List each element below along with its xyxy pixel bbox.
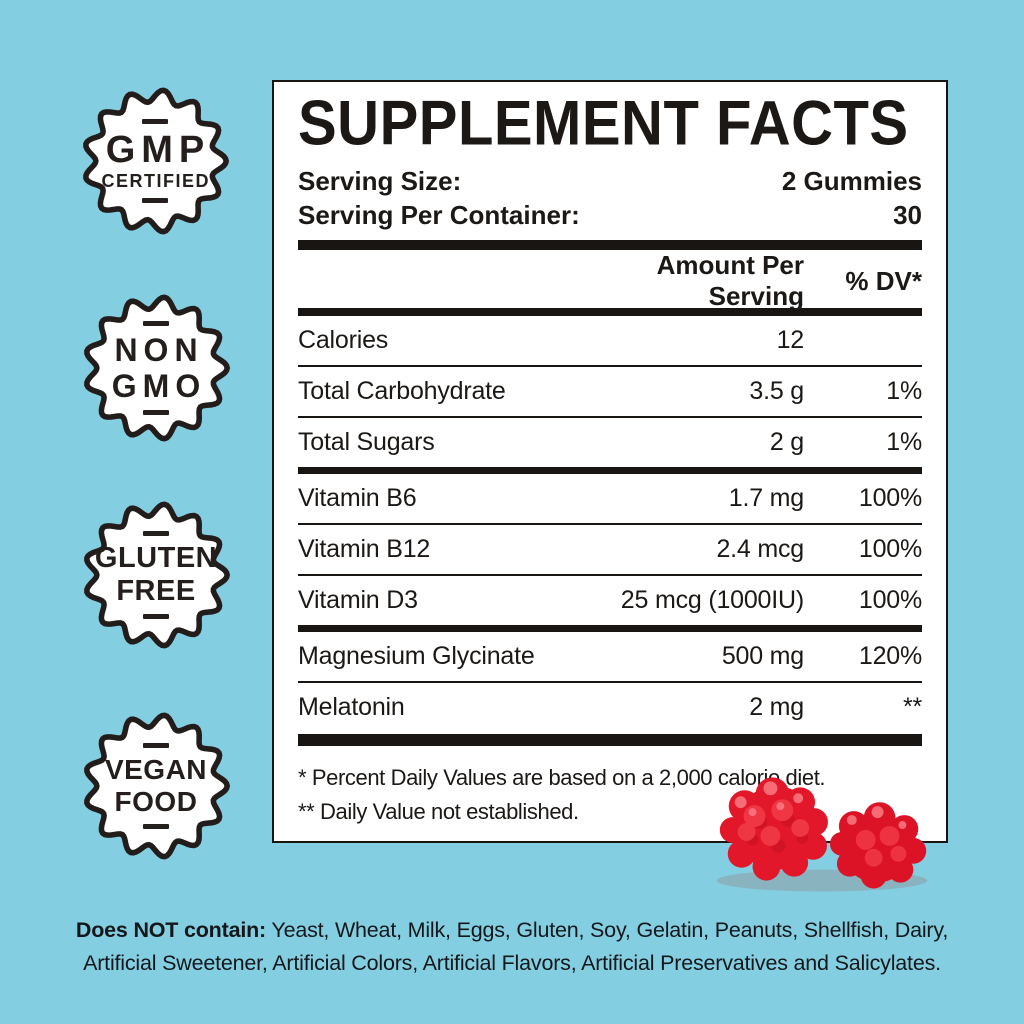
footnote-daily-values: * Percent Daily Values are based on a 2,…: [298, 765, 826, 790]
badge-line1: GMP: [105, 129, 211, 171]
seal-badge-icon: [84, 501, 231, 649]
nutrient-amount: 1.7 mg: [728, 484, 804, 512]
nutrient-name: Melatonin: [298, 693, 405, 721]
nutrient-amount: 2.4 mcg: [716, 535, 804, 563]
nutrient-amount: 500 mg: [721, 642, 804, 670]
nutrient-row: Magnesium Glycinate 500 mg 120%: [298, 632, 922, 683]
nutrient-dv: 1%: [886, 428, 922, 456]
percent-dv-header: % DV*: [845, 265, 922, 296]
dash-icon: [143, 614, 169, 619]
nutrient-row: Calories 12: [298, 316, 922, 367]
badge-line2: FREE: [116, 575, 196, 607]
serving-info: Serving Size: 2 Gummies Serving Per Cont…: [298, 164, 922, 232]
nutrient-amount: 2 mg: [749, 693, 804, 721]
nutrient-amount: 25 mcg (1000IU): [620, 586, 804, 614]
nutrient-name: Total Sugars: [298, 428, 435, 456]
does-not-contain-note: Does NOT contain: Yeast, Wheat, Milk, Eg…: [52, 914, 972, 980]
nutrient-row: Total Sugars 2 g 1%: [298, 418, 922, 474]
badge-gluten-free: GLUTEN FREE: [79, 498, 233, 652]
serving-size-label: Serving Size:: [298, 166, 462, 196]
nutrient-name: Calories: [298, 326, 389, 354]
nutrient-name: Magnesium Glycinate: [298, 642, 535, 670]
nutrient-name: Total Carbohydrate: [298, 377, 506, 405]
nutrient-dv: 120%: [858, 642, 922, 670]
nutrient-dv: 100%: [858, 586, 922, 614]
panel-title: SUPPLEMENT FACTS: [298, 88, 909, 159]
nutrient-name: Vitamin D3: [298, 586, 418, 614]
badge-line2: GMO: [111, 368, 207, 404]
seal-badge-icon: [83, 87, 230, 235]
badge-gmp-text: GMP CERTIFIED: [78, 84, 232, 238]
dash-icon: [143, 321, 169, 326]
badge-line1: GLUTEN: [94, 542, 218, 574]
gummy-right: [829, 802, 927, 889]
badge-line1: VEGAN: [104, 754, 208, 785]
nutrient-rows: Calories 12 Total Carbohydrate 3.5 g 1% …: [298, 316, 922, 732]
badge-nongmo-text: NON GMO: [79, 291, 233, 445]
red-gummies-photo: [716, 777, 928, 892]
servings-per-container-label: Serving Per Container:: [298, 200, 580, 230]
table-header: Amount Per Serving % DV*: [298, 250, 922, 311]
dash-icon: [143, 824, 169, 829]
gummy-left: [719, 777, 828, 881]
nutrient-amount: 2 g: [769, 428, 804, 456]
nutrient-dv: 100%: [858, 484, 922, 512]
footnotes: * Percent Daily Values are based on a 2,…: [298, 761, 922, 829]
badge-gluten-text: GLUTEN FREE: [79, 498, 233, 652]
seal-badge-icon: [84, 712, 231, 860]
badge-non-gmo: NON GMO: [79, 291, 233, 445]
nutrient-dv: **: [902, 693, 922, 721]
badge-gmp-certified: GMP CERTIFIED: [78, 84, 232, 238]
nutrient-row: Vitamin B6 1.7 mg 100%: [298, 474, 922, 525]
dash-icon: [143, 410, 169, 415]
badge-line2: CERTIFIED: [101, 171, 210, 191]
nutrient-amount: 12: [776, 326, 805, 354]
nutrient-row: Vitamin B12 2.4 mcg 100%: [298, 525, 922, 576]
divider-thick: [298, 308, 922, 316]
servings-per-container-value: 30: [893, 200, 922, 230]
divider-thick-end: [298, 734, 922, 746]
nutrient-row: Vitamin D3 25 mcg (1000IU) 100%: [298, 576, 922, 632]
footnote-dv-not-established: ** Daily Value not established.: [298, 799, 579, 824]
nutrient-dv: 100%: [858, 535, 922, 563]
badge-vegan-text: VEGAN FOOD: [79, 709, 233, 863]
badge-line1: NON: [114, 332, 204, 368]
does-not-contain-list: Yeast, Wheat, Milk, Eggs, Gluten, Soy, G…: [83, 918, 949, 975]
nutrient-row: Melatonin 2 mg **: [298, 683, 922, 732]
dash-icon: [143, 531, 169, 536]
nutrient-name: Vitamin B6: [298, 484, 417, 512]
seal-badge-icon: [84, 294, 231, 442]
serving-size-value: 2 Gummies: [781, 166, 922, 196]
divider-thick: [298, 240, 922, 250]
dash-icon: [142, 198, 168, 203]
nutrient-dv: 1%: [886, 377, 922, 405]
nutrient-amount: 3.5 g: [749, 377, 804, 405]
dash-icon: [143, 743, 169, 748]
badge-vegan-food: VEGAN FOOD: [79, 709, 233, 863]
dash-icon: [142, 119, 168, 124]
badge-line2: FOOD: [114, 786, 198, 817]
nutrient-row: Total Carbohydrate 3.5 g 1%: [298, 367, 922, 418]
nutrient-name: Vitamin B12: [298, 535, 431, 563]
supplement-facts-panel: SUPPLEMENT FACTS Serving Size: 2 Gummies…: [272, 80, 948, 843]
amount-per-serving-header: Amount Per Serving: [656, 250, 804, 311]
does-not-contain-label: Does NOT contain:: [75, 918, 267, 942]
